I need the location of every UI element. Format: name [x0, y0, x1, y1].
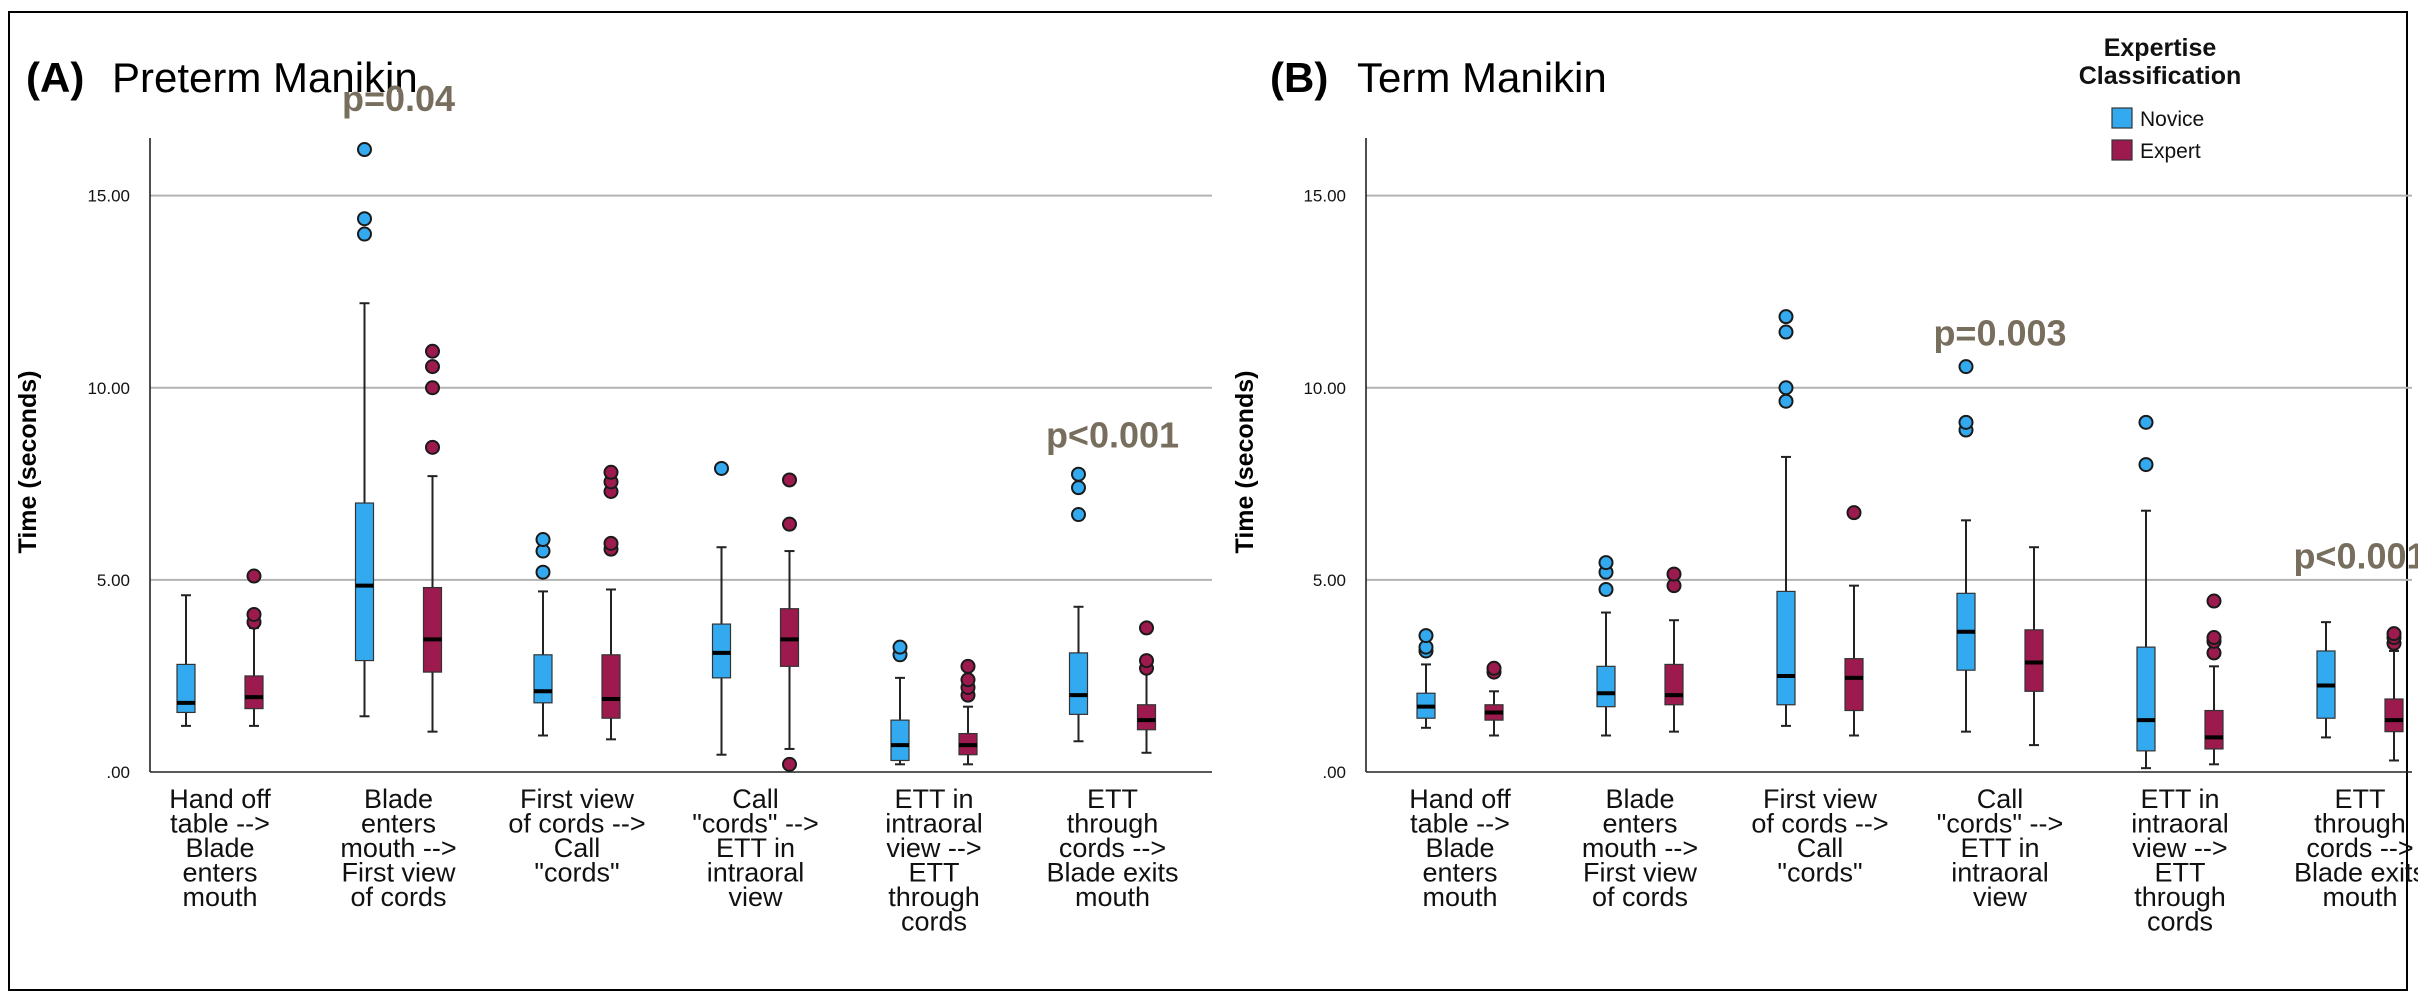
panel-a-expert-outlier [960, 672, 976, 688]
panel-a-expert-outlier [1139, 653, 1154, 669]
panel-b-expert-box [1844, 658, 1864, 712]
legend-label-expert: Expert [2140, 140, 2201, 163]
panel-a-p-value-annotation: p<0.001 [1046, 414, 1179, 455]
panel-b-novice-outlier [2138, 414, 2154, 430]
panel-a-y-tick-label: 10.00 [87, 379, 130, 398]
panel-a-expert-outlier [782, 756, 797, 772]
panel-b-y-tick-label: .00 [1322, 763, 1346, 782]
panel-b-y-tick-label: 15.00 [1303, 187, 1346, 206]
panel-b-expert-outlier [1846, 505, 1862, 521]
panel-a-expert-outlier [1139, 620, 1154, 636]
panel-a-novice-box [533, 654, 553, 704]
panel-b-y-tick-label: 10.00 [1303, 379, 1346, 398]
panel-b-category-label: Call "cords" --> ETT in intraoral view [1937, 784, 2063, 912]
panel-a-expert-outlier [425, 343, 440, 359]
panel-a-y-tick-label: .00 [106, 763, 130, 782]
panel-a-novice-outlier [535, 564, 551, 580]
panel-a-expert-outlier [782, 516, 797, 532]
panel-b-expert-outlier [1486, 660, 1502, 676]
panel-b-novice-outlier [1958, 359, 1974, 375]
panel-b-category-label: Hand off table --> Blade enters mouth [1409, 784, 1511, 912]
panel-b-p-value-annotation: p=0.003 [1933, 312, 2066, 353]
panel-a-category-label: First view of cords --> Call "cords" [508, 784, 645, 888]
panel-a-novice-outlier [1071, 480, 1086, 496]
panel-b-novice-box [1776, 590, 1796, 706]
panel-a-novice-outlier [892, 639, 908, 655]
panel-a-novice-outlier [357, 142, 372, 158]
panel-b-expert-outlier [2206, 593, 2222, 609]
panel-a-category-label: ETT in intraoral view --> ETT through cords [885, 784, 983, 937]
figure-frame [8, 11, 2408, 991]
legend-title-line-1: Expertise [2104, 34, 2217, 62]
panel-a-novice-outlier [357, 226, 372, 242]
panel-a-expert-box [422, 586, 443, 673]
panel-b-expert-box [2384, 698, 2404, 733]
panel-a-novice-outlier [535, 532, 551, 548]
panel-b-novice-outlier [1778, 309, 1794, 325]
panel-a-expert-outlier [425, 359, 440, 375]
panel-a-category-label: Call "cords" --> ETT in intraoral view [692, 784, 818, 912]
panel-a-category-label: Hand off table --> Blade enters mouth [169, 784, 271, 912]
panel-a-title: Preterm Manikin [112, 54, 418, 101]
panel-a-letter: (A) [26, 54, 84, 101]
panel-a-novice-outlier [1071, 466, 1086, 482]
panel-b-novice-outlier [1958, 414, 1974, 430]
panel-b-category-label: ETT through cords --> Blade exits mouth [2294, 784, 2418, 912]
panel-a-novice-outlier [714, 460, 729, 476]
panel-a-expert-outlier [425, 380, 440, 396]
panel-b-expert-box [1664, 663, 1684, 706]
panel-a-y-tick-label: 5.00 [97, 571, 130, 590]
panel-b-expert-outlier [2386, 626, 2402, 642]
panel-a-expert-box [601, 654, 621, 719]
panel-b-novice-outlier [1778, 393, 1794, 409]
legend: Expertise Classification Novice Expert [2079, 34, 2242, 163]
panel-a-expert-outlier [603, 464, 619, 480]
panel-b-title: Term Manikin [1357, 54, 1607, 101]
panel-a-novice-outlier [357, 211, 372, 227]
panel-b-p-value-annotation: p<0.001 [2293, 535, 2418, 576]
panel-a-expert-outlier [603, 535, 619, 551]
panel-a-novice-box [354, 502, 375, 662]
panel-a-novice-box [176, 663, 196, 714]
panel-b-novice-box [1596, 665, 1616, 708]
panel-a-y-tick-label: 15.00 [87, 187, 130, 206]
panel-b-category-label: Blade enters mouth --> First view of cords [1582, 784, 1698, 912]
panel-b-category-label: ETT in intraoral view --> ETT through cords [2131, 784, 2229, 937]
panel-b-y-tick-label: 5.00 [1313, 571, 1346, 590]
panel-a-category-label: ETT through cords --> Blade exits mouth [1046, 784, 1178, 912]
legend-swatch-expert [2111, 139, 2133, 161]
panel-a-expert-box [1136, 704, 1157, 731]
panel-b-y-axis-label: Time (seconds) [1231, 371, 1259, 554]
panel-b-expert-outlier [2206, 630, 2222, 646]
panel-b-novice-outlier [1598, 581, 1614, 597]
panel-a-expert-outlier [782, 472, 797, 488]
panel-a: (A) Preterm Manikin Time (seconds) .00 5.… [14, 54, 1212, 937]
panel-b-novice-outlier [1778, 324, 1794, 340]
panel-a-expert-outlier [425, 439, 440, 455]
panel-a-expert-outlier [960, 658, 976, 674]
panel-b-expert-outlier [1666, 566, 1682, 582]
panel-b-category-label: First view of cords --> Call "cords" [1751, 784, 1888, 888]
panel-b-novice-outlier [1778, 380, 1794, 396]
panel-a-novice-outlier [1071, 507, 1086, 523]
panel-b-novice-outlier [1418, 628, 1434, 644]
panel-a-novice-box [1068, 652, 1089, 715]
panel-b-letter: (B) [1270, 54, 1328, 101]
legend-swatch-novice [2111, 107, 2133, 129]
panel-a-category-label: Blade enters mouth --> First view of cords [340, 784, 456, 912]
panel-b: (B) Term Manikin Time (seconds) .00 5.00 1… [1231, 54, 2418, 937]
panel-a-p-value-annotation: p=0.04 [342, 78, 455, 119]
panel-a-expert-outlier [246, 606, 262, 622]
panel-a-expert-outlier [246, 568, 262, 584]
legend-title-line-2: Classification [2079, 62, 2242, 90]
panel-b-novice-box [2136, 646, 2156, 752]
panel-a-expert-box [244, 675, 264, 710]
panel-a-novice-box [890, 719, 910, 762]
panel-b-expert-box [2204, 709, 2224, 750]
panel-a-y-axis-label: Time (seconds) [14, 371, 42, 554]
panel-b-novice-outlier [2138, 457, 2154, 473]
panel-b-novice-outlier [1598, 555, 1614, 571]
legend-label-novice: Novice [2140, 108, 2204, 131]
